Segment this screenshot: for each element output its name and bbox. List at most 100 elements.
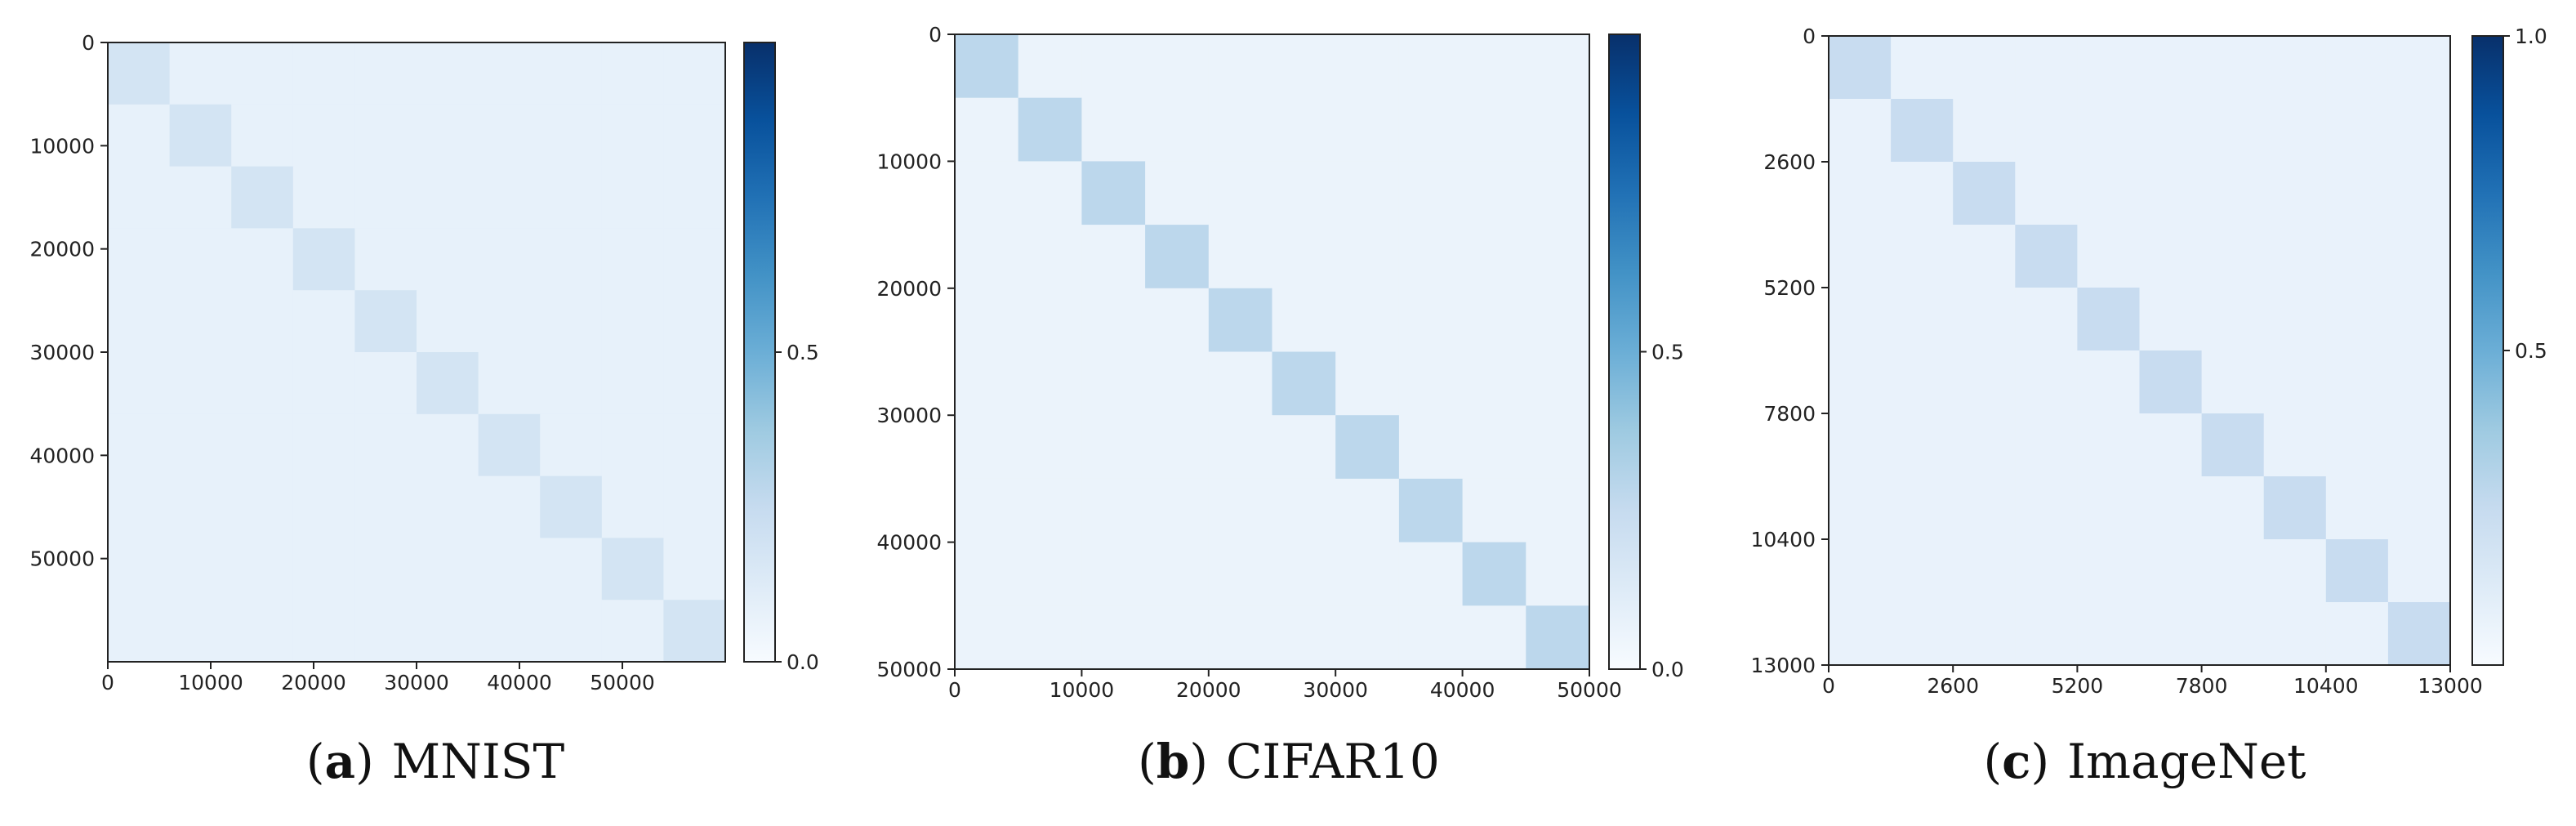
heatmap-cell-1-6 xyxy=(1335,97,1400,162)
y-tick-label: 10000 xyxy=(29,134,95,158)
heatmap-cell-7-6 xyxy=(1335,478,1400,543)
caption-open-paren: ( xyxy=(1138,734,1157,789)
heatmap-cell-5-9 xyxy=(2387,350,2451,414)
heatmap-cell-8-5 xyxy=(2139,539,2203,603)
heatmap-cell-4-5 xyxy=(2139,288,2203,351)
heatmap-cell-1-2 xyxy=(1953,99,2016,163)
x-tick-label: 30000 xyxy=(384,671,449,694)
y-tick-label: 7800 xyxy=(1763,402,1816,426)
heatmap-cell-4-0 xyxy=(1829,288,1892,351)
heatmap-cell-7-8 xyxy=(601,476,664,538)
heatmap-cell-7-5 xyxy=(417,476,479,538)
caption-close-paren: ) xyxy=(355,734,374,789)
heatmap-cell-9-7 xyxy=(2263,602,2327,666)
heatmap-cell-5-0 xyxy=(1829,350,1892,414)
heatmap-cell-9-4 xyxy=(2077,602,2141,666)
heatmap-cell-9-0 xyxy=(1829,602,1892,666)
heatmap-cell-3-8 xyxy=(601,228,664,291)
heatmap-cell-7-0 xyxy=(1829,476,1892,540)
caption-dataset-name: MNIST xyxy=(392,734,565,789)
heatmap-cell-2-5 xyxy=(2139,162,2203,225)
panel-caption: (b) CIFAR10 xyxy=(1138,734,1440,789)
heatmap-cell-3-9 xyxy=(2387,225,2451,288)
heatmap-cell-1-4 xyxy=(2077,99,2141,163)
heatmap-cell-5-7 xyxy=(2263,350,2327,414)
heatmap-cell-7-0 xyxy=(108,476,171,538)
heatmap-cell-6-4 xyxy=(354,413,417,477)
heatmap-cell-5-7 xyxy=(1398,351,1464,416)
heatmap-cell-1-8 xyxy=(1462,97,1526,162)
y-tick-label: 5200 xyxy=(1763,276,1816,300)
heatmap-cell-9-4 xyxy=(1208,605,1273,670)
x-tick-label: 20000 xyxy=(1176,678,1241,702)
heatmap-cells xyxy=(955,34,1590,670)
heatmap-cell-4-1 xyxy=(1891,288,1954,351)
panel-cifar10: 0 10000 20000 30000 40000 50000 0 10000 20000 300… xyxy=(876,23,1683,789)
heatmap-cells xyxy=(108,42,726,663)
heatmap-frame xyxy=(954,33,1590,670)
y-tick-label: 50000 xyxy=(29,547,95,571)
y-tick-label: 20000 xyxy=(876,277,942,301)
heatmap-cell-2-8 xyxy=(601,166,664,229)
heatmap-cell-6-5 xyxy=(1272,415,1336,480)
heatmap-cell-8-0 xyxy=(108,538,171,601)
heatmap-cell-6-1 xyxy=(169,413,232,477)
heatmap-cell-7-3 xyxy=(1145,478,1210,543)
heatmap-cell-0-5 xyxy=(1272,34,1336,99)
heatmap-diag-block-4-4 xyxy=(2077,288,2141,351)
heatmap-cell-6-2 xyxy=(1953,413,2016,477)
heatmap-cell-0-2 xyxy=(1081,34,1146,99)
heatmap-cell-6-3 xyxy=(2015,413,2078,477)
heatmap-diag-block-5-5 xyxy=(2139,350,2203,414)
heatmap-cell-9-8 xyxy=(2325,602,2389,666)
heatmap-cell-8-7 xyxy=(1398,542,1464,606)
heatmap-cell-3-6 xyxy=(1335,225,1400,289)
heatmap-cell-3-4 xyxy=(354,228,417,291)
heatmap-cell-9-0 xyxy=(955,605,1019,670)
heatmap-cell-1-5 xyxy=(2139,99,2203,163)
heatmap-cell-5-8 xyxy=(2325,350,2389,414)
heatmap-cell-8-4 xyxy=(1208,542,1273,606)
y-tick-label: 50000 xyxy=(876,658,942,681)
heatmap-cell-2-6 xyxy=(478,166,541,229)
heatmap-cell-6-8 xyxy=(2325,413,2389,477)
heatmap-cell-9-6 xyxy=(478,600,541,663)
heatmap-diag-block-3-3 xyxy=(1145,225,1210,289)
heatmap-cell-1-6 xyxy=(2201,99,2265,163)
heatmap-cell-0-1 xyxy=(1018,34,1082,99)
heatmap-cell-5-6 xyxy=(478,352,541,415)
heatmap-cell-3-2 xyxy=(1081,225,1146,289)
heatmap-cell-6-4 xyxy=(2077,413,2141,477)
heatmap-diag-block-9-9 xyxy=(2387,602,2451,666)
heatmap-cell-1-2 xyxy=(1081,97,1146,162)
heatmap-cell-0-5 xyxy=(2139,36,2203,100)
heatmap-cell-2-3 xyxy=(2015,162,2078,225)
heatmap-cell-3-7 xyxy=(1398,225,1464,289)
x-tick-label: 10000 xyxy=(178,671,243,694)
heatmap-cell-2-4 xyxy=(1208,161,1273,225)
heatmap-cell-2-1 xyxy=(1018,161,1082,225)
heatmap-cell-6-0 xyxy=(955,415,1019,480)
x-tick-label: 0 xyxy=(1822,674,1835,698)
colorbar-tick-label: 1.0 xyxy=(2515,25,2547,48)
heatmap-cell-6-1 xyxy=(1891,413,1954,477)
heatmap-cell-0-3 xyxy=(1145,34,1210,99)
x-tick-label: 40000 xyxy=(1430,678,1495,702)
heatmap-cell-6-9 xyxy=(663,413,726,477)
heatmap-diag-block-0-0 xyxy=(1829,36,1892,100)
heatmap-diag-block-6-6 xyxy=(2201,413,2265,477)
x-tick-label: 30000 xyxy=(1303,678,1368,702)
heatmap-cell-1-0 xyxy=(955,97,1019,162)
heatmap-diag-block-9-9 xyxy=(1526,605,1590,670)
colorbar-tick-label: 0.5 xyxy=(1651,341,1684,364)
heatmap-cell-7-8 xyxy=(1462,478,1526,543)
heatmap-diag-block-0-0 xyxy=(108,42,171,105)
heatmap-cell-9-8 xyxy=(1462,605,1526,670)
heatmap-cell-0-5 xyxy=(417,42,479,105)
heatmap-cell-3-7 xyxy=(2263,225,2327,288)
heatmap-cell-7-9 xyxy=(663,476,726,538)
heatmap-cell-6-2 xyxy=(1081,415,1146,480)
heatmap-cell-0-3 xyxy=(2015,36,2078,100)
caption-letter: a xyxy=(324,734,355,789)
heatmap-cell-1-0 xyxy=(108,104,171,167)
